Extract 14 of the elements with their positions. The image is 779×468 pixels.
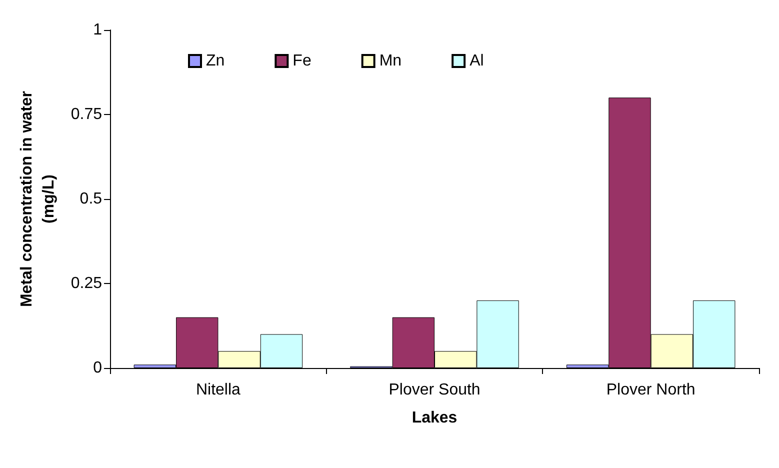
x-tick-label: Plover South	[388, 382, 480, 398]
y-tick-label: 0.75	[70, 106, 102, 123]
y-tick-label: 1	[93, 22, 102, 38]
legend-label: Al	[470, 52, 484, 70]
x-tick-label: Plover North	[606, 382, 696, 398]
x-axis-title: Lakes	[412, 410, 458, 426]
y-axis-title: Metal concentration in water (mg/L)	[18, 90, 58, 308]
y-tick-label: 0	[93, 360, 102, 376]
y-tick-label: 0.5	[80, 190, 102, 208]
y-tick-label: 0.25	[70, 275, 102, 292]
legend-label: Fe	[292, 52, 312, 70]
x-tick-label: Nitella	[196, 382, 241, 398]
legend-label: Mn	[379, 52, 402, 70]
legend-label: Zn	[206, 52, 225, 70]
